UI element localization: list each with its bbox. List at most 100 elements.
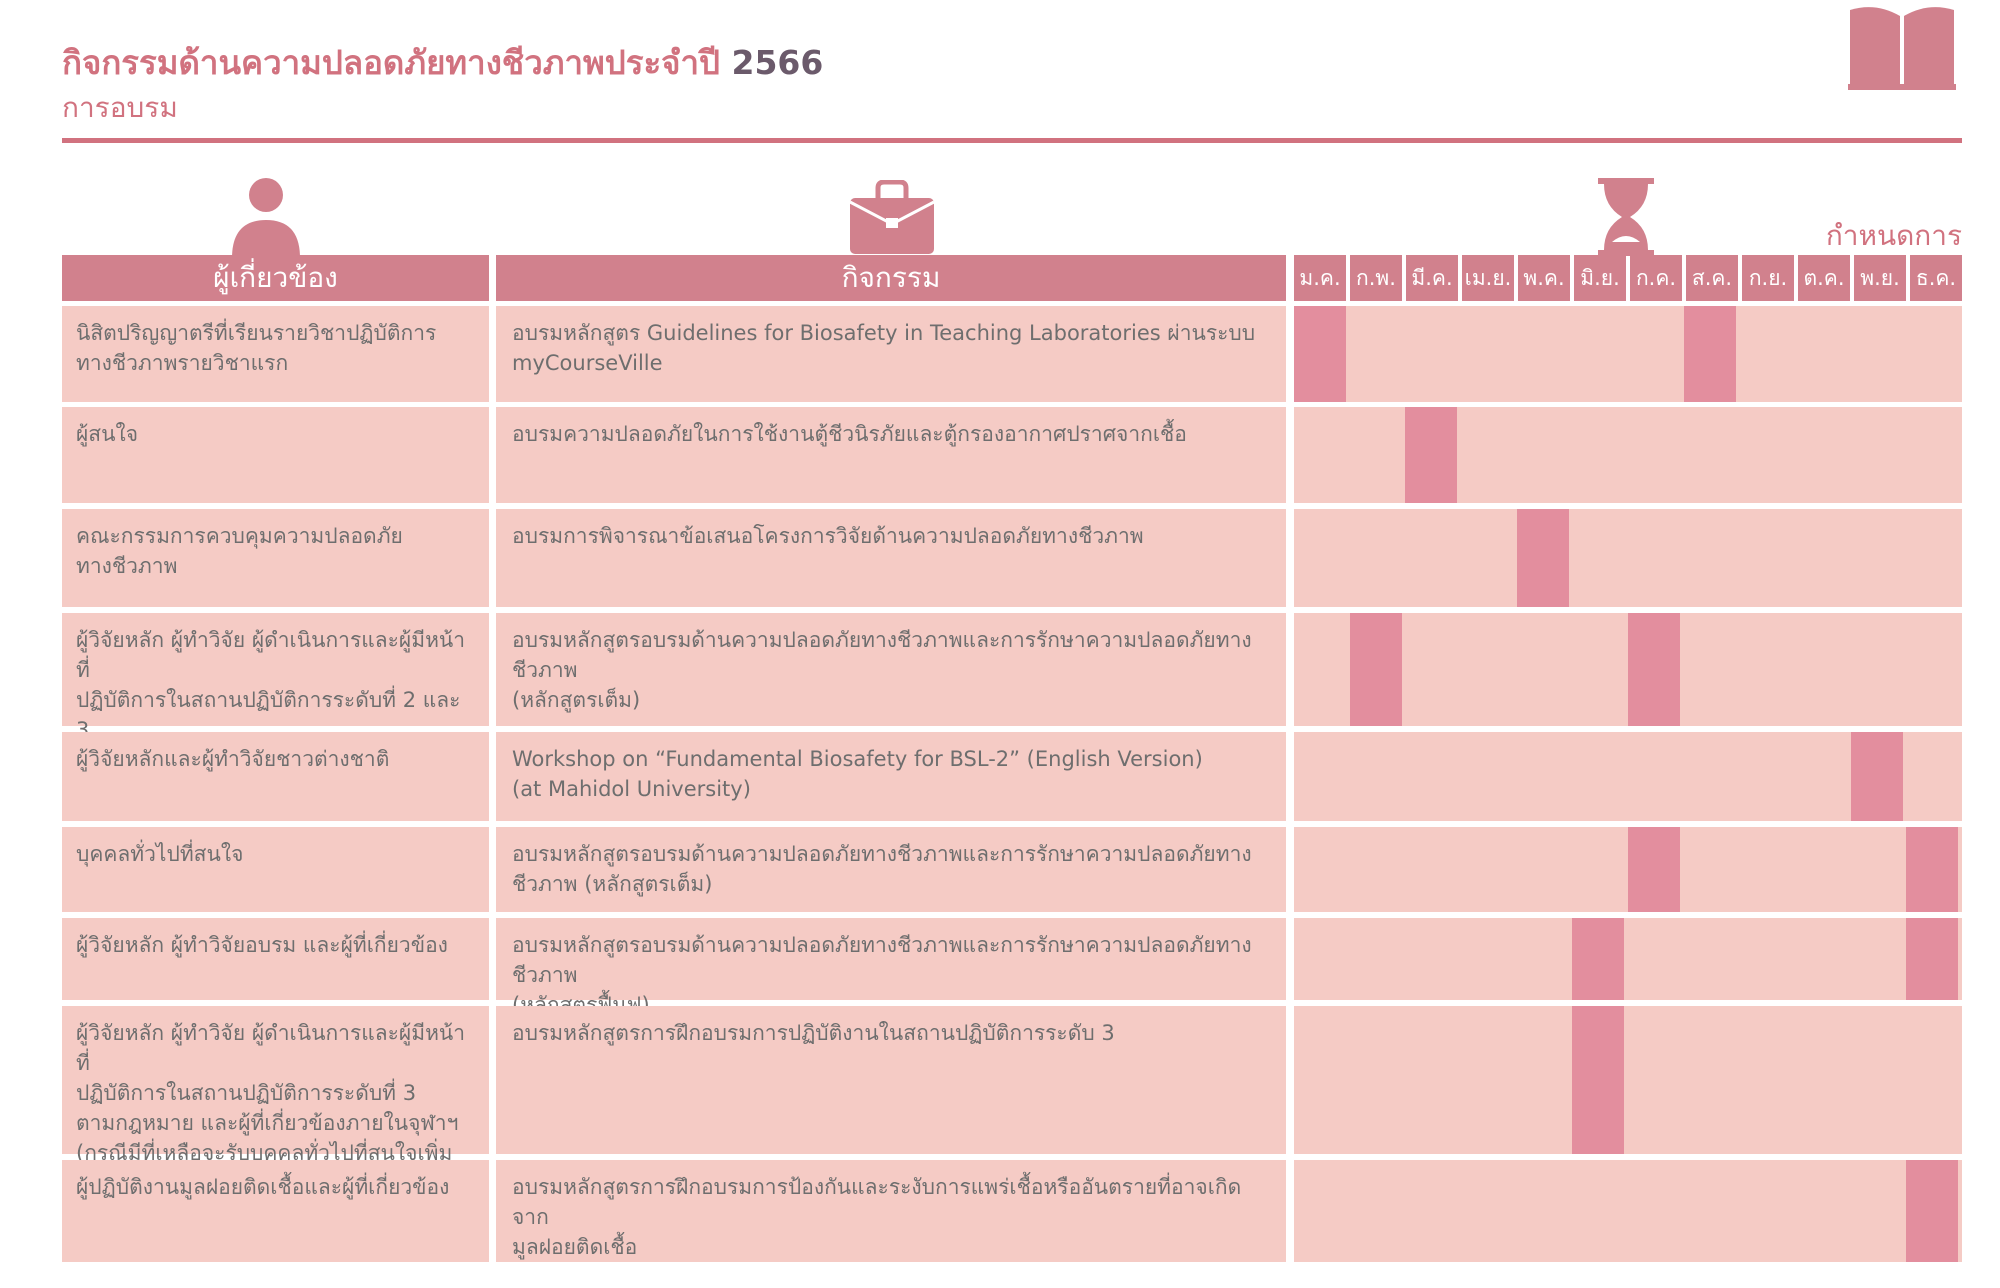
person-text: ผู้สนใจ [76,422,139,446]
person-cell: ผู้วิจัยหลัก ผู้ทำวิจัย ผู้ดำเนินการและผ… [62,1006,489,1195]
schedule-bar [1628,827,1680,912]
month-header-cell: มี.ค. [1406,255,1458,301]
column-header-person: ผู้เกี่ยวข้อง [62,255,489,301]
activity-cell: อบรมความปลอดภัยในการใช้งานตู้ชีวนิรภัยแล… [496,407,1286,503]
schedule-bar [1350,613,1402,726]
schedule-bar [1684,306,1736,402]
activity-cell: อบรมหลักสูตร Guidelines for Biosafety in… [496,306,1286,402]
book-icon [1848,7,1956,90]
schedule-bar [1517,509,1569,607]
table-row: ผู้วิจัยหลักและผู้ทำวิจัยชาวต่างชาติ Work… [62,732,1962,821]
schedule-cell [1294,732,1962,821]
month-header: ม.ค. ก.พ. มี.ค. เม.ย. พ.ค. มิ.ย. ก.ค. ส.ค. ก.ย. ต… [1294,255,1962,301]
month-header-cell: ก.พ. [1350,255,1402,301]
table-row: ผู้วิจัยหลัก ผู้ทำวิจัย ผู้ดำเนินการและผ… [62,1006,1962,1195]
person-cell: ผู้วิจัยหลักและผู้ทำวิจัยชาวต่างชาติ [62,732,489,821]
month-header-cell: พ.ค. [1518,255,1570,301]
person-cell: ผู้วิจัยหลัก ผู้ทำวิจัย ผู้ดำเนินการและผ… [62,613,489,772]
schedule-cell [1294,613,1962,726]
activity-cell: Workshop on “Fundamental Biosafety for B… [496,732,1286,821]
activity-cell: อบรมหลักสูตรการฝึกอบรมการปฏิบัติงานในสถา… [496,1006,1286,1154]
person-cell: ผู้ปฏิบัติงานมูลฝอยติดเชื้อและผู้ที่เกี่… [62,1160,489,1262]
activity-cell: อบรมการพิจารณาข้อเสนอโครงการวิจัยด้านควา… [496,509,1286,607]
person-icon [232,178,300,258]
activity-text: (at Mahidol University) [512,777,751,801]
schedule-bar [1906,827,1958,912]
activity-cell: อบรมหลักสูตรการฝึกอบรมการป้องกันและระงับ… [496,1160,1286,1262]
table-row: คณะกรรมการควบคุมความปลอดภัยทางชีวภาพ อบรม… [62,509,1962,607]
activity-text: อบรมหลักสูตร Guidelines for Biosafety in… [512,321,1256,345]
table-row: ผู้ปฏิบัติงานมูลฝอยติดเชื้อและผู้ที่เกี่… [62,1160,1962,1262]
schedule-cell [1294,407,1962,503]
activity-text: Workshop on “Fundamental Biosafety for B… [512,747,1203,771]
person-cell: บุคคลทั่วไปที่สนใจ [62,827,489,912]
activity-text: มูลฝอยติดเชื้อ [512,1235,638,1259]
activity-text: (หลักสูตรเต็ม) [512,688,641,712]
person-cell: นิสิตปริญญาตรีที่เรียนรายวิชาปฏิบัติการท… [62,306,489,402]
activity-text: อบรมหลักสูตรการฝึกอบรมการปฏิบัติงานในสถา… [512,1021,1115,1045]
column-header-activity: กิจกรรม [496,255,1286,301]
person-text: นิสิตปริญญาตรีที่เรียนรายวิชาปฏิบัติการ [76,321,437,345]
month-header-cell: ก.ย. [1742,255,1794,301]
schedule-cell [1294,306,1962,402]
month-header-cell: ก.ค. [1630,255,1682,301]
deadline-label: กำหนดการ [1825,219,1962,252]
schedule-bar [1628,613,1680,726]
hourglass-icon [1598,178,1654,256]
month-header-cell: มิ.ย. [1574,255,1626,301]
activity-text: ชีวภาพ (หลักสูตรเต็ม) [512,872,713,896]
activity-text: อบรมหลักสูตรการฝึกอบรมการป้องกันและระงับ… [512,1175,1242,1229]
person-text: ผู้วิจัยหลักและผู้ทำวิจัยชาวต่างชาติ [76,747,390,771]
person-text: ผู้วิจัยหลัก ผู้ทำวิจัยอบรม และผู้ที่เกี… [76,933,448,957]
table-row: บุคคลทั่วไปที่สนใจ อบรมหลักสูตรอบรมด้านคว… [62,827,1962,912]
activity-text: อบรมหลักสูตรอบรมด้านความปลอดภัยทางชีวภาพ… [512,842,1252,866]
schedule-cell [1294,827,1962,912]
title-text: กิจกรรมด้านความปลอดภัยทางชีวภาพประจำปี [62,43,720,82]
person-cell: คณะกรรมการควบคุมความปลอดภัยทางชีวภาพ [62,509,489,607]
schedule-cell [1294,509,1962,607]
activity-cell: อบรมหลักสูตรอบรมด้านความปลอดภัยทางชีวภาพ… [496,827,1286,912]
person-text: ปฏิบัติการในสถานปฏิบัติการระดับที่ 3 [76,1081,417,1105]
month-header-cell: ต.ค. [1798,255,1850,301]
schedule-bar [1851,732,1903,821]
schedule-bar [1906,918,1958,1000]
activity-text: อบรมความปลอดภัยในการใช้งานตู้ชีวนิรภัยแล… [512,422,1187,446]
person-text: ตามกฎหมาย และผู้ที่เกี่ยวข้องภายในจุฬาฯ [76,1111,459,1135]
page-title: กิจกรรมด้านความปลอดภัยทางชีวภาพประจำปี 2… [62,36,823,89]
activity-text: อบรมการพิจารณาข้อเสนอโครงการวิจัยด้านควา… [512,524,1144,548]
page-subtitle: การอบรม [62,91,178,124]
month-header-cell: ธ.ค. [1910,255,1962,301]
schedule-bar [1405,407,1457,503]
table-row: ผู้วิจัยหลัก ผู้ทำวิจัยอบรม และผู้ที่เกี… [62,918,1962,1017]
month-header-cell: เม.ย. [1462,255,1514,301]
table-row: นิสิตปริญญาตรีที่เรียนรายวิชาปฏิบัติการท… [62,306,1962,402]
person-cell: ผู้สนใจ [62,407,489,503]
schedule-bar [1572,918,1624,1000]
month-header-cell: พ.ย. [1854,255,1906,301]
month-header-cell: ม.ค. [1294,255,1346,301]
activity-text: myCourseVille [512,351,663,375]
title-divider [62,138,1962,143]
person-text: ทางชีวภาพรายวิชาแรก [76,351,289,375]
schedule-cell [1294,1006,1962,1154]
schedule-bar [1294,306,1346,402]
person-cell: ผู้วิจัยหลัก ผู้ทำวิจัยอบรม และผู้ที่เกี… [62,918,489,1000]
schedule-cell [1294,1160,1962,1262]
person-text: บุคคลทั่วไปที่สนใจ [76,842,244,866]
activity-text: อบรมหลักสูตรอบรมด้านความปลอดภัยทางชีวภาพ… [512,628,1252,682]
activity-text: อบรมหลักสูตรอบรมด้านความปลอดภัยทางชีวภาพ… [512,933,1252,987]
activity-cell: อบรมหลักสูตรอบรมด้านความปลอดภัยทางชีวภาพ… [496,613,1286,726]
briefcase-icon [849,180,935,254]
person-text: ทางชีวภาพ [76,554,178,578]
person-text: ผู้ปฏิบัติงานมูลฝอยติดเชื้อและผู้ที่เกี่… [76,1175,450,1199]
schedule-cell [1294,918,1962,1000]
person-text: ปฏิบัติการในสถานปฏิบัติการระดับที่ 2 และ… [76,688,461,742]
activity-cell: อบรมหลักสูตรอบรมด้านความปลอดภัยทางชีวภาพ… [496,918,1286,1017]
schedule-bar [1906,1160,1958,1262]
month-header-cell: ส.ค. [1686,255,1738,301]
title-year: 2566 [731,43,824,82]
person-text: คณะกรรมการควบคุมความปลอดภัย [76,524,403,548]
person-text: ผู้วิจัยหลัก ผู้ทำวิจัย ผู้ดำเนินการและผ… [76,628,466,682]
person-text: ผู้วิจัยหลัก ผู้ทำวิจัย ผู้ดำเนินการและผ… [76,1021,466,1075]
schedule-bar [1572,1006,1624,1154]
